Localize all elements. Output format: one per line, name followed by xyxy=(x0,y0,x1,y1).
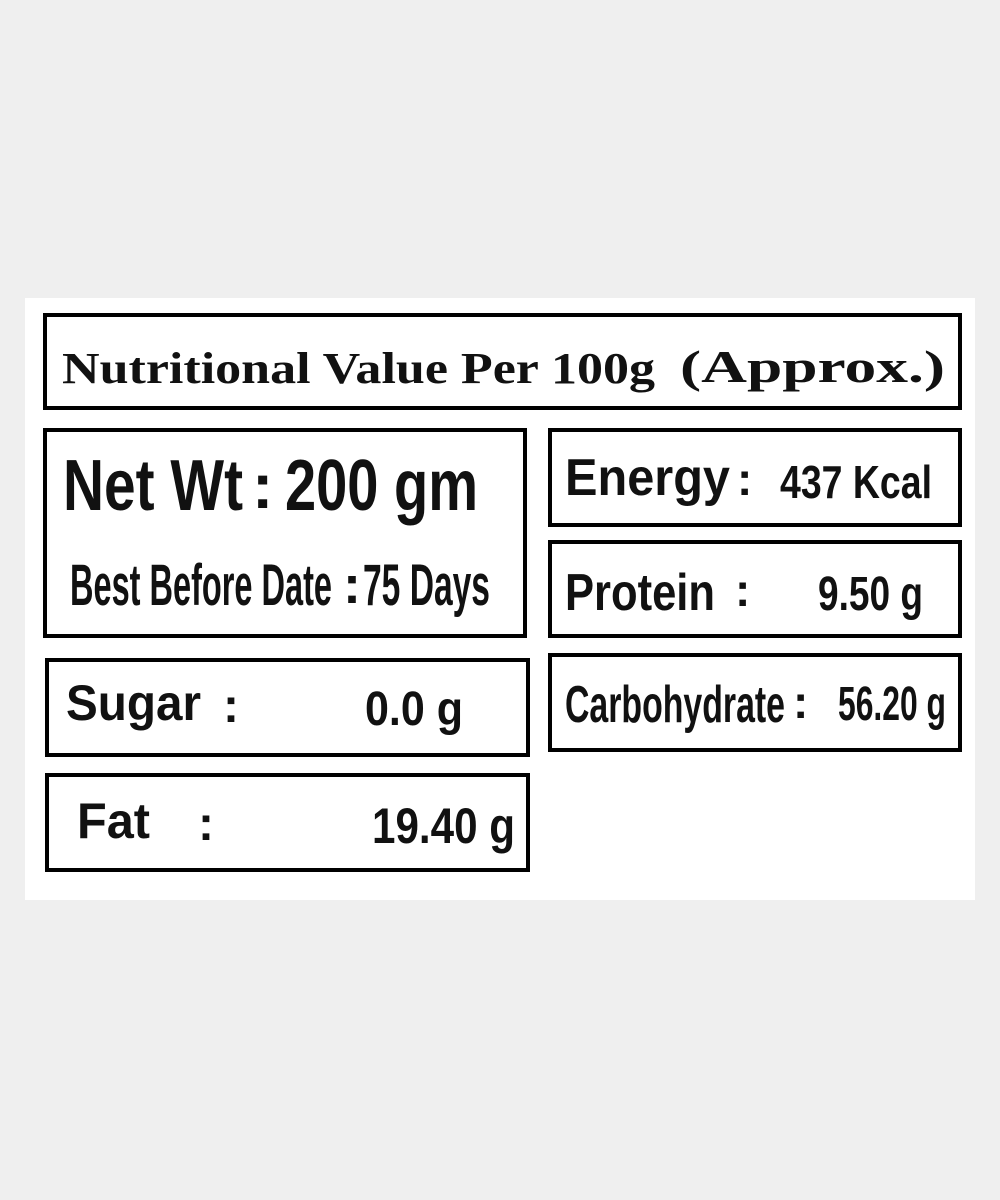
nutrient-value: 9.50 g xyxy=(818,568,923,621)
nutrient-separator: : xyxy=(735,564,750,616)
nutrient-box xyxy=(548,540,962,638)
net-weight-box xyxy=(43,428,527,638)
nutrient-label: Energy xyxy=(565,449,730,507)
nutrient-box xyxy=(45,658,530,757)
nutrient-value: 56.20 g xyxy=(838,678,946,731)
nutrient-separator: : xyxy=(793,676,808,728)
nutrient-box xyxy=(548,428,962,527)
nutrient-label: Sugar xyxy=(66,675,201,731)
header-note: (Approx.) xyxy=(680,341,945,392)
nutrient-box xyxy=(45,773,530,872)
nutrient-label: Protein xyxy=(565,564,715,622)
header-box xyxy=(43,313,962,410)
net-weight-value: 200 gm xyxy=(285,446,478,526)
nutrient-value: 437 Kcal xyxy=(780,456,932,508)
nutrient-box xyxy=(548,653,962,752)
best-before-value: 75 Days xyxy=(363,553,490,618)
nutrient-value: 19.40 g xyxy=(372,798,515,854)
best-before-separator: : xyxy=(343,555,361,615)
nutrient-label: Carbohydrate xyxy=(565,676,785,734)
nutrient-value: 0.0 g xyxy=(365,683,463,736)
nutrient-separator: : xyxy=(737,453,752,505)
net-weight-label: Net Wt xyxy=(63,446,243,526)
nutrient-separator: : xyxy=(223,680,239,733)
nutrient-separator: : xyxy=(198,798,214,851)
net-weight-separator: : xyxy=(252,450,273,522)
header-title: Nutritional Value Per 100g xyxy=(62,344,655,393)
best-before-label: Best Before Date xyxy=(70,553,332,618)
nutrient-label: Fat xyxy=(77,793,150,849)
